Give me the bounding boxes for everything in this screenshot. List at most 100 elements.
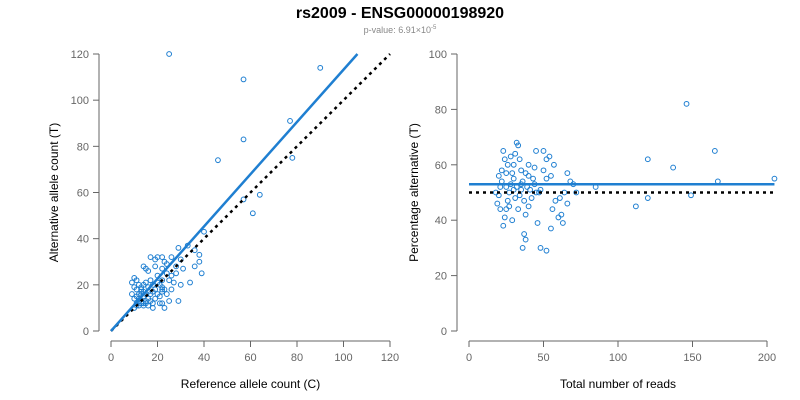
data-point bbox=[147, 277, 154, 284]
data-point bbox=[131, 284, 138, 291]
y-tick-label: 0 bbox=[441, 326, 447, 338]
data-point bbox=[522, 211, 529, 218]
data-point bbox=[515, 206, 522, 213]
data-point bbox=[196, 251, 203, 258]
data-point bbox=[129, 291, 135, 297]
data-point bbox=[512, 150, 519, 157]
y-tick-label: 60 bbox=[435, 160, 447, 172]
data-point bbox=[256, 191, 263, 198]
data-point bbox=[154, 291, 161, 297]
data-point bbox=[521, 197, 528, 204]
data-point bbox=[136, 281, 142, 288]
data-point bbox=[187, 279, 193, 286]
p-value-text: p-value: 6.91×10 bbox=[363, 25, 431, 35]
data-point bbox=[521, 231, 528, 237]
data-point bbox=[537, 245, 544, 251]
data-point bbox=[522, 170, 529, 177]
data-point bbox=[149, 305, 156, 311]
data-point bbox=[688, 192, 694, 199]
data-point bbox=[152, 263, 159, 270]
data-point bbox=[173, 263, 180, 270]
data-point bbox=[500, 148, 507, 154]
data-point bbox=[494, 200, 501, 207]
data-point bbox=[525, 203, 532, 210]
data-point bbox=[519, 245, 526, 251]
data-point bbox=[543, 156, 550, 163]
y-tick-label: 100 bbox=[71, 95, 89, 107]
data-point bbox=[546, 153, 553, 160]
data-point bbox=[152, 256, 159, 263]
data-point bbox=[632, 203, 639, 210]
x-tick-label: 40 bbox=[198, 352, 210, 364]
x-tick-label: 60 bbox=[244, 352, 256, 364]
data-point bbox=[683, 100, 690, 107]
data-point bbox=[161, 305, 168, 311]
data-point bbox=[534, 220, 541, 226]
data-point bbox=[509, 170, 516, 177]
data-point bbox=[175, 245, 182, 251]
data-point bbox=[240, 136, 247, 143]
data-point bbox=[556, 195, 563, 201]
data-point bbox=[548, 172, 554, 179]
data-point bbox=[166, 298, 173, 304]
x-tick-label: 200 bbox=[758, 352, 776, 364]
scatter-panel-1: 0 20 40 60 80 100 120 0 20 40 60 80 100 120 Reference … bbox=[47, 49, 399, 391]
data-point bbox=[509, 217, 516, 224]
data-point bbox=[543, 175, 550, 182]
data-point bbox=[159, 277, 166, 284]
x-tick-label: 80 bbox=[291, 352, 303, 364]
data-point bbox=[516, 156, 523, 163]
data-point bbox=[163, 291, 170, 297]
data-point bbox=[506, 203, 513, 210]
data-point bbox=[528, 195, 535, 201]
data-point bbox=[168, 286, 175, 293]
data-point bbox=[552, 197, 559, 204]
data-point bbox=[317, 64, 324, 71]
data-point bbox=[131, 275, 138, 281]
data-point bbox=[147, 254, 154, 261]
y-tick-label: 20 bbox=[435, 271, 447, 283]
data-point bbox=[518, 186, 525, 193]
data-point bbox=[573, 189, 580, 196]
data-point bbox=[558, 211, 565, 218]
data-point bbox=[196, 258, 203, 265]
data-point bbox=[527, 186, 533, 193]
x-tick-label: 100 bbox=[609, 352, 627, 364]
p-value-exponent: -5 bbox=[430, 25, 437, 31]
data-point bbox=[506, 189, 513, 196]
data-point bbox=[711, 148, 718, 154]
data-point bbox=[249, 210, 256, 217]
data-point bbox=[512, 195, 519, 201]
data-point bbox=[551, 161, 557, 168]
data-point bbox=[289, 154, 296, 161]
data-point bbox=[504, 197, 511, 204]
y-tick-label: 100 bbox=[429, 49, 447, 61]
data-point bbox=[522, 236, 529, 243]
data-point bbox=[533, 148, 539, 154]
data-point bbox=[564, 170, 571, 177]
x-tick-label: 150 bbox=[683, 352, 701, 364]
data-point bbox=[161, 286, 168, 293]
data-point bbox=[170, 279, 177, 286]
data-point bbox=[507, 153, 514, 160]
y-tick-label: 60 bbox=[77, 188, 89, 200]
data-point bbox=[504, 161, 511, 168]
data-point bbox=[173, 270, 180, 277]
data-point bbox=[503, 170, 510, 177]
data-point bbox=[177, 281, 184, 288]
data-point bbox=[501, 156, 508, 163]
data-point bbox=[503, 206, 510, 213]
data-point bbox=[510, 161, 517, 168]
data-point bbox=[191, 263, 198, 270]
y-tick-label: 40 bbox=[435, 215, 447, 227]
data-point bbox=[159, 265, 166, 272]
data-point bbox=[152, 295, 159, 302]
data-point bbox=[166, 277, 173, 284]
data-point bbox=[498, 167, 505, 174]
reference-line bbox=[110, 53, 391, 332]
data-point bbox=[159, 300, 166, 307]
data-point bbox=[530, 175, 536, 182]
fit-line bbox=[110, 53, 359, 332]
y-tick-label: 20 bbox=[77, 280, 89, 292]
data-point bbox=[140, 302, 147, 309]
